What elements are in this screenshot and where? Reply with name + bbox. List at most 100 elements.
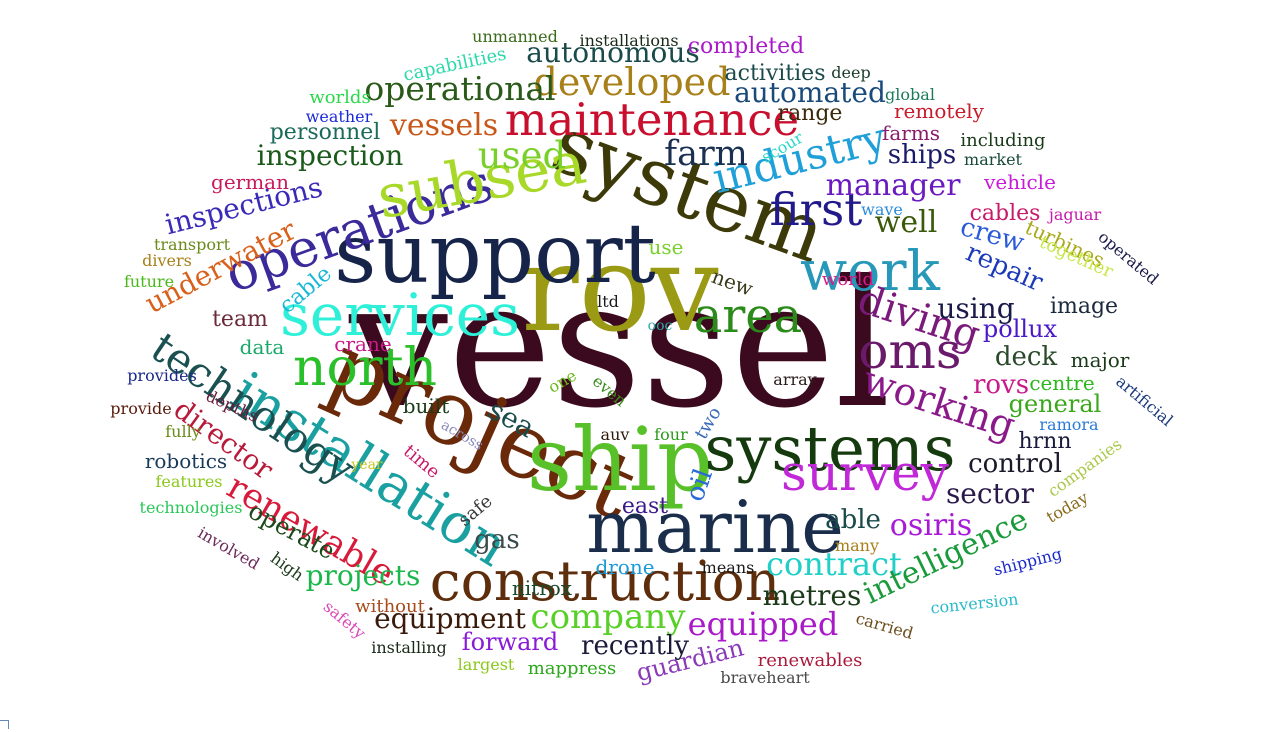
word-developed: developed [534, 60, 731, 104]
word-completed: completed [688, 34, 805, 59]
word-pollux: pollux [983, 315, 1058, 343]
word-many: many [835, 536, 879, 555]
word-survey: survey [781, 444, 950, 502]
word-vessels: vessels [389, 108, 498, 143]
word-unmanned: unmanned [472, 27, 558, 46]
word-equipment: equipment [374, 602, 527, 635]
word-conversion: conversion [930, 589, 1020, 617]
word-jaguar: jaguar [1047, 205, 1102, 224]
word-without: without [355, 596, 425, 617]
word-metres: metres [763, 579, 862, 612]
word-team: team [212, 307, 268, 332]
word-major: major [1071, 348, 1130, 372]
word-renewables: renewables [758, 650, 863, 671]
word-sector: sector [946, 477, 1035, 510]
word-deep: deep [831, 63, 870, 82]
word-able: able [825, 505, 881, 535]
word-use: use [649, 235, 684, 259]
word-ship: ship [527, 408, 713, 511]
word-first: first [770, 183, 863, 236]
word-provides: provides [127, 366, 197, 385]
word-crane: crane [334, 332, 391, 356]
word-image: image [1050, 294, 1118, 319]
word-four: four [654, 425, 688, 444]
word-data: data [240, 335, 285, 359]
word-automated: automated [734, 76, 886, 109]
word-drone: drone [595, 555, 654, 579]
word-largest: largest [458, 655, 515, 674]
word-world: world [822, 269, 874, 290]
word-hrnn: hrnn [1018, 429, 1071, 454]
word-well: well [875, 205, 938, 240]
word-manager: manager [826, 168, 961, 203]
word-auv: auv [601, 425, 630, 444]
word-autonomous: autonomous [526, 36, 700, 69]
word-mappress: mappress [528, 658, 617, 679]
word-rov: rov [521, 220, 719, 359]
word-remotely: remotely [894, 99, 985, 123]
word-year: year [350, 457, 383, 473]
word-company: company [531, 597, 687, 637]
word-deck: deck [995, 342, 1058, 372]
word-projects: projects [306, 559, 421, 592]
word-used: used [478, 134, 566, 177]
word-range: range [778, 101, 843, 126]
word-installations: installations [579, 31, 678, 50]
word-systems: systems [705, 412, 956, 485]
word-general: general [1009, 390, 1102, 418]
word-centre: centre [1029, 371, 1094, 395]
word-robotics: robotics [145, 449, 227, 473]
corner-mark [0, 720, 9, 729]
word-farm: farm [664, 134, 748, 174]
word-construction: construction [430, 549, 780, 613]
word-oms: oms [858, 322, 961, 380]
word-german: german [211, 170, 289, 194]
word-shipping: shipping [992, 544, 1064, 579]
word-high: high [267, 548, 307, 585]
word-inspection: inspection [257, 139, 404, 172]
word-global: global [885, 85, 935, 104]
word-worlds: worlds [309, 87, 370, 108]
word-control: control [968, 449, 1062, 479]
word-using: using [937, 292, 1014, 325]
word-marine: marine [586, 485, 844, 569]
word-artificial: artificial [1112, 372, 1176, 430]
word-divers: divers [142, 251, 192, 270]
word-nitrox: nitrox [512, 576, 573, 600]
word-recently: recently [581, 631, 689, 661]
word-support: support [334, 207, 655, 302]
word-including: including [960, 130, 1045, 151]
word-technologies: technologies [140, 498, 243, 517]
word-transport: transport [154, 235, 231, 254]
word-area: area [694, 288, 803, 344]
word-contract: contract [766, 545, 902, 583]
word-personnel: personnel [270, 120, 381, 145]
word-ramora: ramora [1039, 415, 1099, 434]
word-braveheart: braveheart [720, 668, 810, 687]
word-wave: wave [861, 200, 903, 219]
word-future: future [124, 272, 174, 291]
word-maintenance: maintenance [505, 93, 799, 146]
word-built: built [403, 394, 450, 418]
word-east: east [622, 494, 668, 519]
word-provide: provide [110, 399, 171, 418]
word-activities: activities [725, 61, 826, 86]
word-forward: forward [462, 628, 559, 656]
word-services: services [280, 281, 520, 349]
word-osiris: osiris [890, 508, 972, 543]
word-ships: ships [888, 140, 956, 170]
word-vessel: vessel [348, 244, 891, 447]
word-installing: installing [371, 638, 447, 657]
word-north: north [293, 338, 437, 398]
word-operational: operational [364, 69, 555, 108]
word-carried: carried [854, 609, 916, 643]
word-market: market [964, 150, 1023, 169]
word-ltd: ltd [597, 292, 619, 311]
word-work: work [800, 239, 940, 303]
word-fully: fully [165, 422, 201, 441]
word-array: array [773, 370, 816, 389]
word-vehicle: vehicle [983, 170, 1056, 194]
word-gas: gas [474, 525, 520, 555]
word-weather: weather [306, 107, 373, 126]
